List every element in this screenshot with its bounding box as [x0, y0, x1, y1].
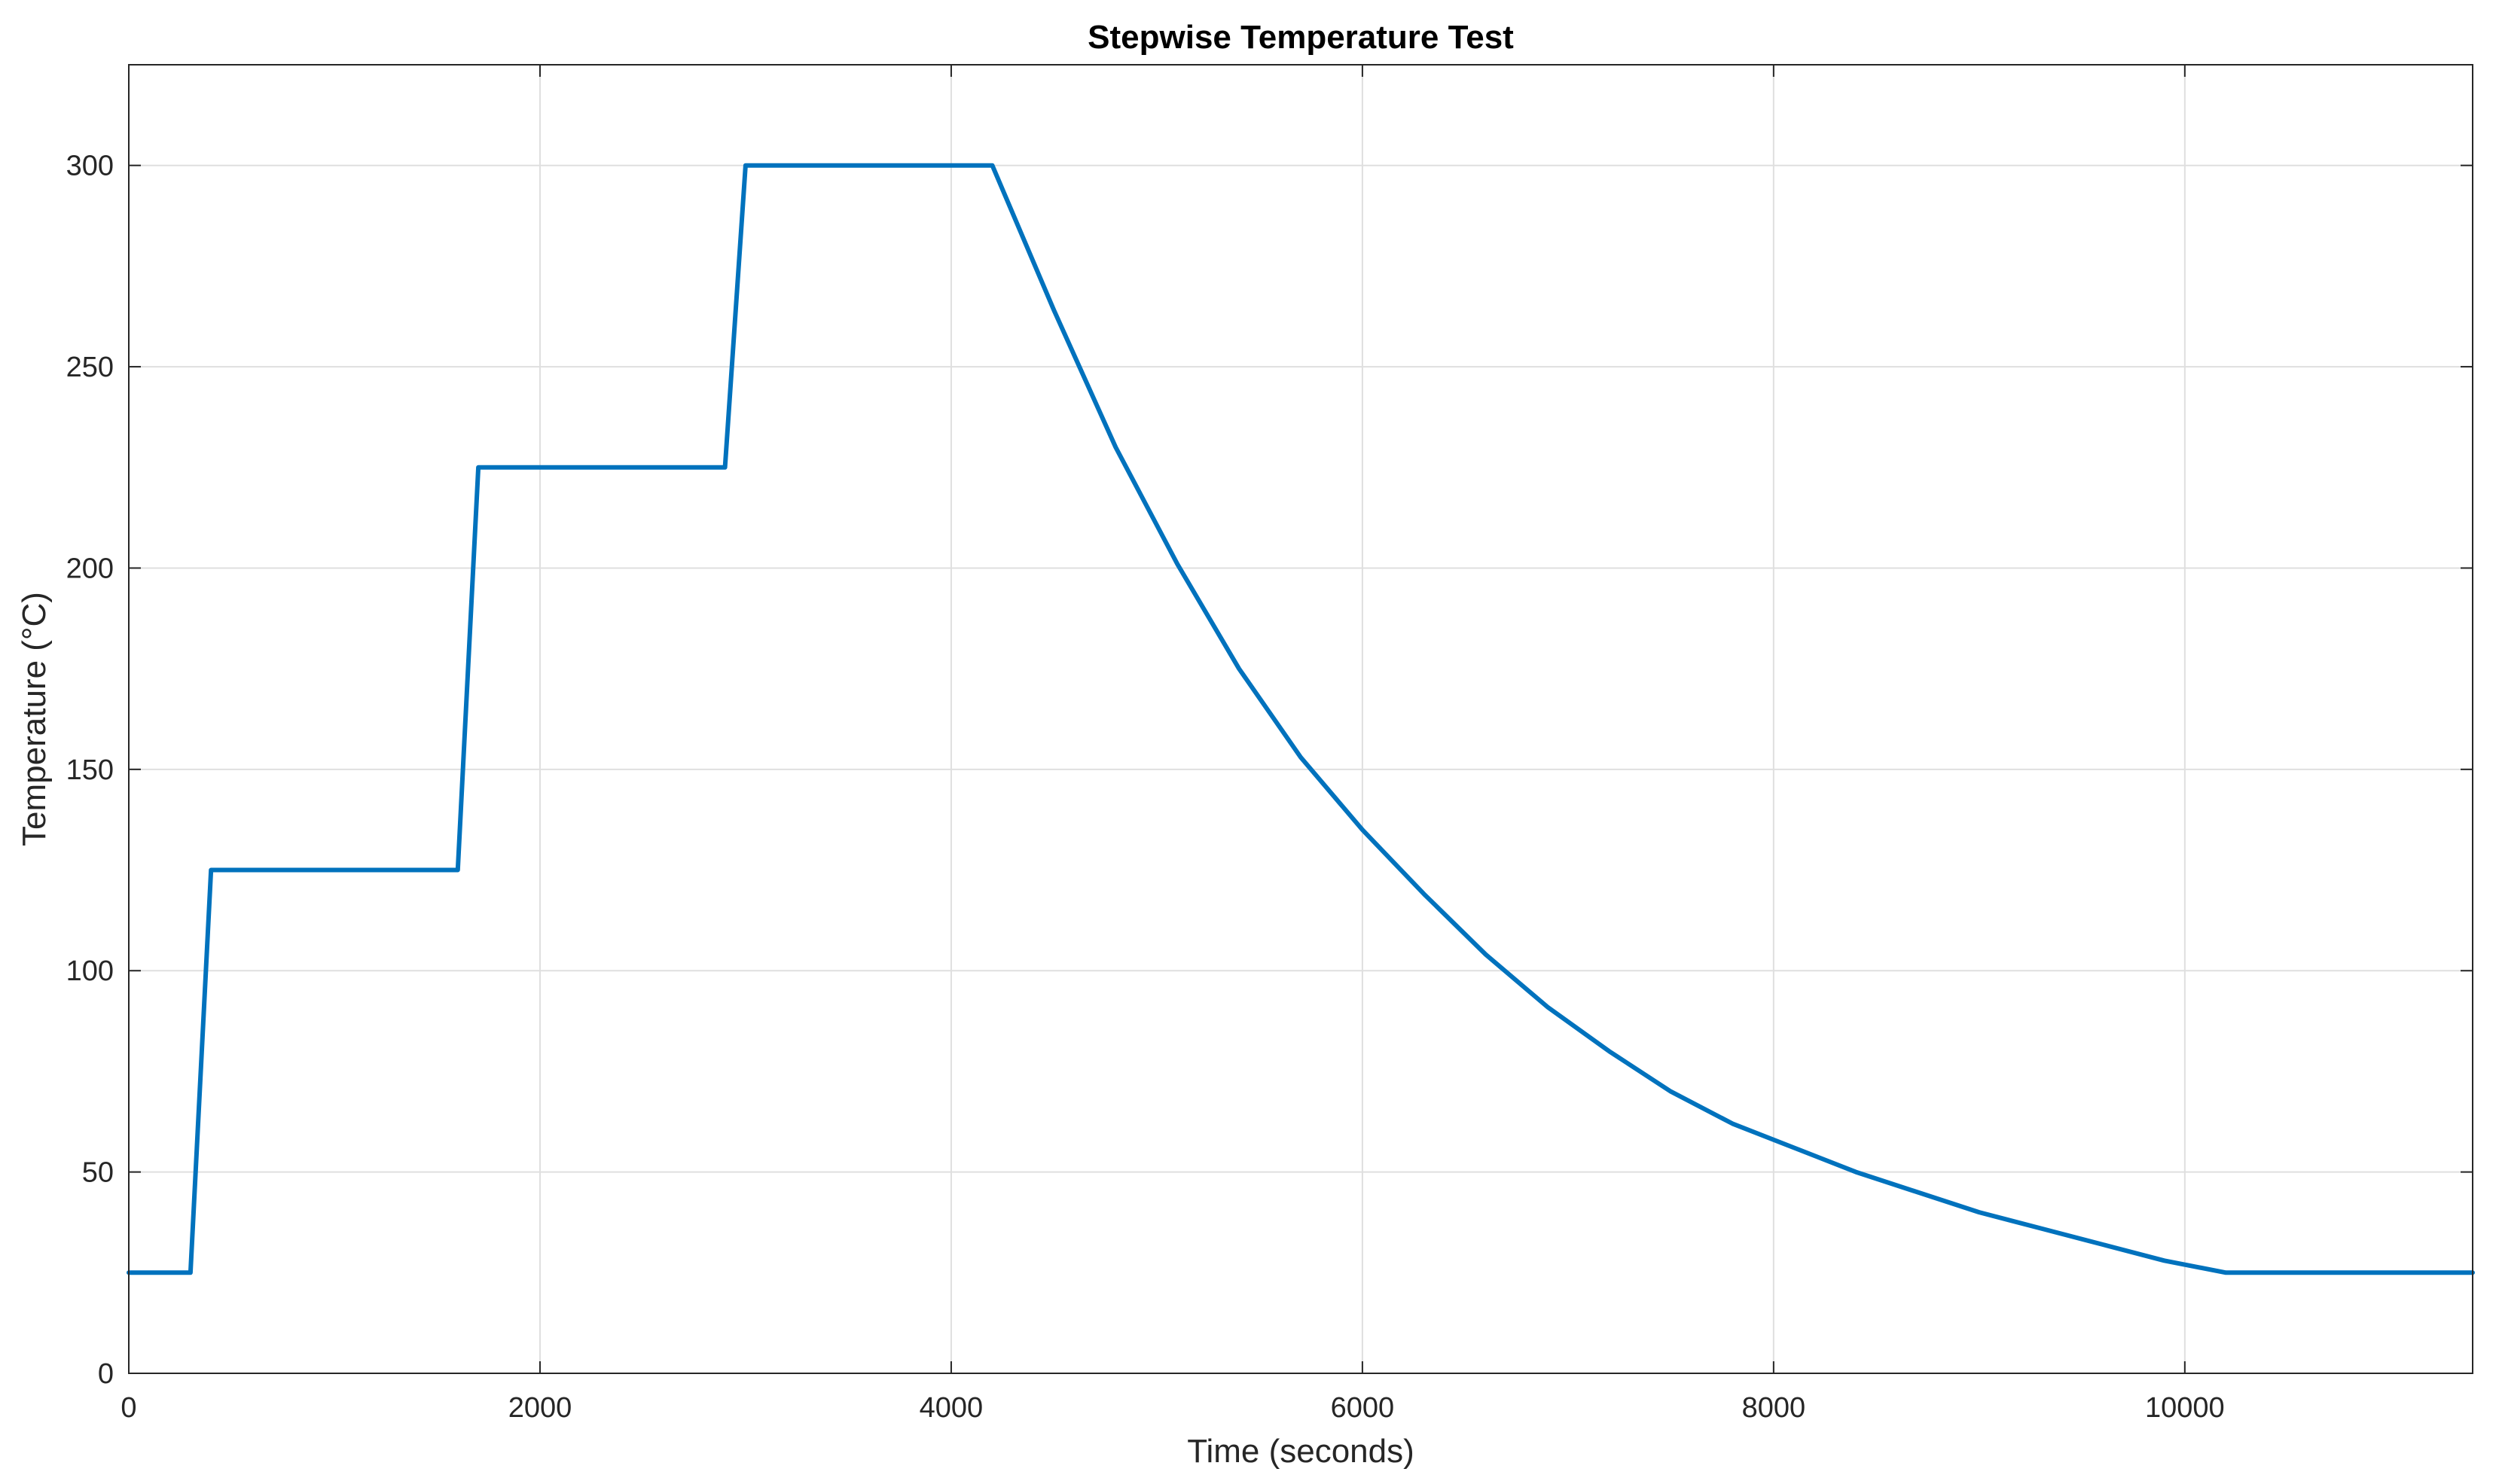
x-tick-label: 4000 — [920, 1392, 984, 1424]
x-axis-label: Time (seconds) — [1187, 1433, 1414, 1470]
y-tick-label: 150 — [66, 754, 114, 786]
y-tick-label: 0 — [98, 1358, 114, 1390]
y-tick-label: 200 — [66, 553, 114, 584]
x-tick-label: 0 — [121, 1392, 136, 1424]
series-layer — [127, 163, 2475, 1275]
y-tick-label: 300 — [66, 151, 114, 182]
temperature-series-line — [127, 163, 2475, 1275]
x-tick-label: 10000 — [2145, 1392, 2225, 1424]
axes-box — [128, 64, 2473, 1374]
plot-area — [129, 65, 2473, 1373]
x-tick-label: 2000 — [508, 1392, 572, 1424]
grid-lines — [129, 65, 2473, 1373]
chart-title: Stepwise Temperature Test — [1088, 19, 1514, 56]
y-tick-label: 100 — [66, 955, 114, 987]
y-tick-label: 50 — [82, 1157, 114, 1189]
x-axis-ticks: 0 2000 4000 6000 8000 10000 — [121, 65, 2225, 1424]
y-axis-label: Temperature (°C) — [16, 592, 53, 846]
y-axis-ticks: 0 50 100 150 200 250 300 — [66, 151, 2473, 1390]
x-tick-label: 6000 — [1331, 1392, 1395, 1424]
y-tick-label: 250 — [66, 352, 114, 383]
x-tick-label: 8000 — [1742, 1392, 1806, 1424]
